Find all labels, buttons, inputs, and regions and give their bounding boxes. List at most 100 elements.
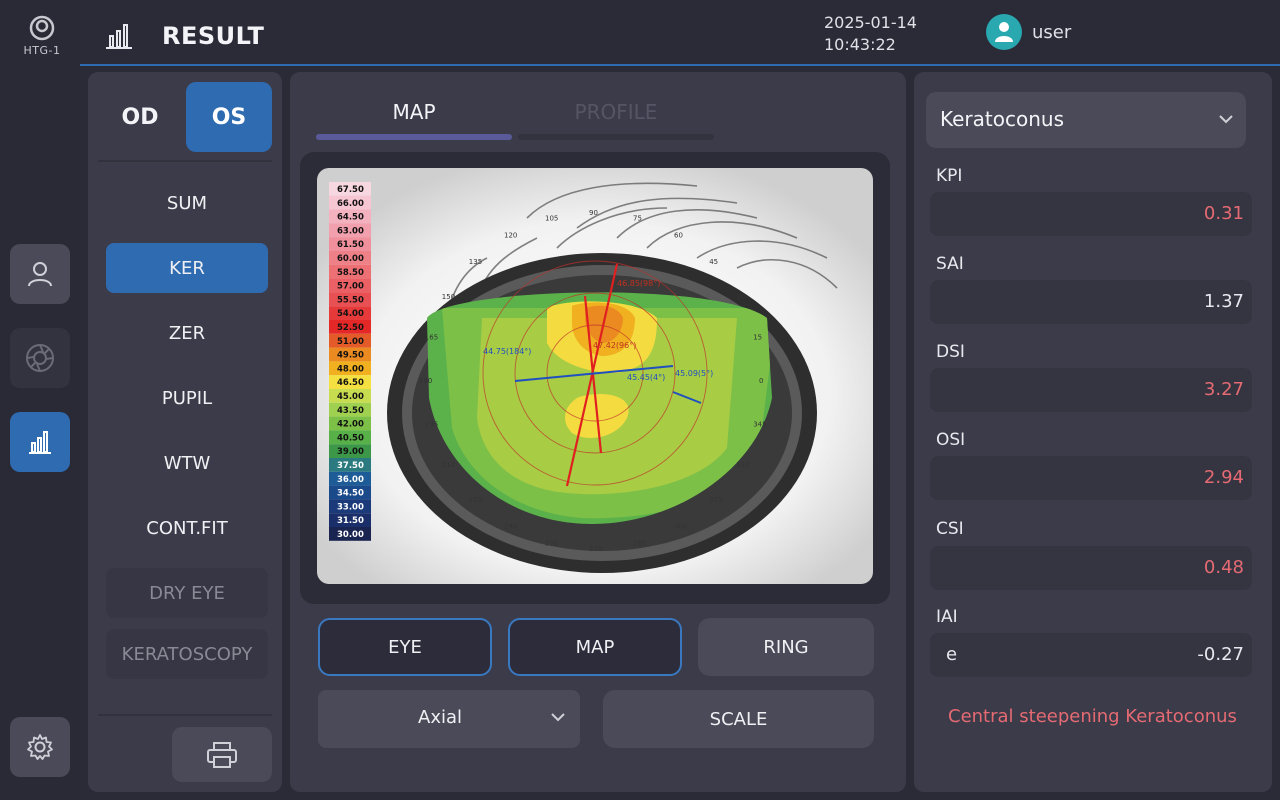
scale-label: 67.50: [337, 185, 364, 195]
scale-swatch: [329, 333, 371, 348]
index-category-select[interactable]: Keratoconus: [926, 92, 1246, 148]
scale-swatch: [329, 278, 371, 293]
csi-value-box: 0.48: [930, 546, 1252, 590]
chevron-down-icon: [1219, 115, 1233, 124]
topography-map[interactable]: 47.42(96°) 44.75(184°) 45.45(4°) 45.09(5…: [317, 168, 873, 584]
page-title: RESULT: [162, 22, 265, 50]
ring-button[interactable]: RING: [698, 618, 874, 676]
menu-item-keratoscopy[interactable]: KERATOSCOPY: [106, 629, 268, 679]
angle-label: 225: [469, 496, 482, 504]
tab-indicator: [518, 134, 714, 140]
sai-value: 1.37: [1203, 291, 1244, 312]
angle-label: 285: [633, 539, 646, 547]
app-logo: HTG-1: [18, 14, 66, 57]
scale-swatch: [329, 485, 371, 500]
angle-label: 240: [504, 523, 517, 531]
scale-label: 48.00: [337, 364, 364, 374]
sai-value-box: 1.37: [930, 280, 1252, 324]
map-viewer: 47.42(96°) 44.75(184°) 45.45(4°) 45.09(5…: [300, 152, 890, 604]
print-button[interactable]: [172, 727, 272, 782]
iai-label: IAI: [936, 607, 958, 627]
scale-label: 39.00: [337, 447, 364, 457]
angle-label: 0: [759, 377, 763, 385]
scale-swatch: [329, 402, 371, 417]
angle-label: 150: [442, 293, 455, 301]
scale-label: 52.50: [337, 323, 364, 333]
scale-swatch: [329, 264, 371, 279]
scale-label: 34.50: [337, 489, 364, 499]
osi-value-box: 2.94: [930, 456, 1252, 500]
chevron-down-icon: [551, 713, 565, 722]
scale-label: 64.50: [337, 213, 364, 223]
os-button[interactable]: OS: [186, 82, 272, 152]
diagnosis-text: Central steepening Keratoconus: [948, 706, 1237, 727]
scale-label: 51.00: [337, 337, 364, 347]
scale-swatch: [329, 292, 371, 307]
menu-item-cont-fit[interactable]: CONT.FIT: [146, 517, 228, 539]
angle-label: 270: [589, 545, 602, 553]
scale-swatch: [329, 416, 371, 431]
map-type-select[interactable]: Axial: [318, 690, 580, 748]
menu-item-pupil[interactable]: PUPIL: [161, 387, 213, 409]
menu-item-zer[interactable]: ZER: [168, 322, 206, 344]
angle-label: 210: [442, 461, 455, 469]
scale-label: 45.00: [337, 392, 364, 402]
right-panel: Keratoconus KPI 0.31 SAI 1.37 DSI 3.27 O…: [914, 72, 1272, 792]
od-button[interactable]: OD: [121, 104, 159, 130]
left-rail: HTG-1: [0, 0, 80, 800]
user-icon: [995, 22, 1013, 42]
scale-label: 49.50: [337, 351, 364, 361]
tab-profile[interactable]: PROFILE: [518, 100, 714, 140]
scale-swatch: [329, 527, 371, 541]
index-category-value: Keratoconus: [940, 107, 1064, 131]
angle-label: 165: [425, 334, 438, 342]
scale-label: 55.50: [337, 295, 364, 305]
angle-label: 330: [736, 461, 749, 469]
scale-label: 43.50: [337, 406, 364, 416]
scale-swatch: [329, 182, 371, 196]
csi-value: 0.48: [1203, 557, 1244, 578]
left-panel: OD OS SUM KER ZER PUPIL WTW CONT.FIT DRY…: [88, 72, 282, 792]
map-type-value: Axial: [418, 707, 462, 728]
kpi-value-box: 0.31: [930, 192, 1252, 236]
scale-label: 54.00: [337, 309, 364, 319]
dsi-value: 3.27: [1203, 379, 1244, 400]
menu-item-dry-eye[interactable]: DRY EYE: [106, 568, 268, 618]
scale-label: 60.00: [337, 254, 364, 264]
camera-nav-button[interactable]: [10, 328, 70, 388]
user-name[interactable]: user: [1032, 22, 1072, 43]
person-icon: [28, 262, 52, 287]
scale-button[interactable]: SCALE: [603, 690, 874, 748]
scale-swatch: [329, 458, 371, 472]
color-map: [427, 292, 772, 524]
eye-button[interactable]: EYE: [318, 618, 492, 676]
settings-nav-button[interactable]: [10, 717, 70, 777]
scale-swatch: [329, 513, 371, 527]
dsi-label: DSI: [936, 342, 965, 362]
measurement-rings: [482, 260, 708, 486]
scale-swatch: [329, 209, 371, 224]
angle-label: 195: [425, 421, 438, 429]
dsi-value-box: 3.27: [930, 368, 1252, 412]
tab-indicator: [316, 134, 512, 140]
tab-map[interactable]: MAP: [316, 100, 512, 140]
menu-item-sum[interactable]: SUM: [166, 192, 208, 214]
reading-4: 45.09(5°): [675, 369, 713, 378]
scale-label: 66.00: [337, 199, 364, 209]
scale-swatch: [329, 430, 371, 445]
reading-3: 45.45(4°): [627, 373, 665, 382]
angle-label: 120: [504, 232, 517, 240]
scale-swatch: [329, 361, 371, 376]
patient-nav-button[interactable]: [10, 244, 70, 304]
kpi-value: 0.31: [1203, 203, 1244, 224]
scale-label: 61.50: [337, 240, 364, 250]
reading-1: 47.42(96°): [593, 341, 636, 350]
result-nav-button[interactable]: [10, 412, 70, 472]
tab-map-label: MAP: [392, 100, 436, 124]
map-button[interactable]: MAP: [508, 618, 682, 676]
menu-item-ker[interactable]: KER: [106, 243, 268, 293]
iai-value: -0.27: [1197, 644, 1244, 665]
divider: [98, 160, 272, 162]
menu-item-wtw[interactable]: WTW: [163, 452, 211, 474]
avatar[interactable]: [986, 14, 1022, 50]
